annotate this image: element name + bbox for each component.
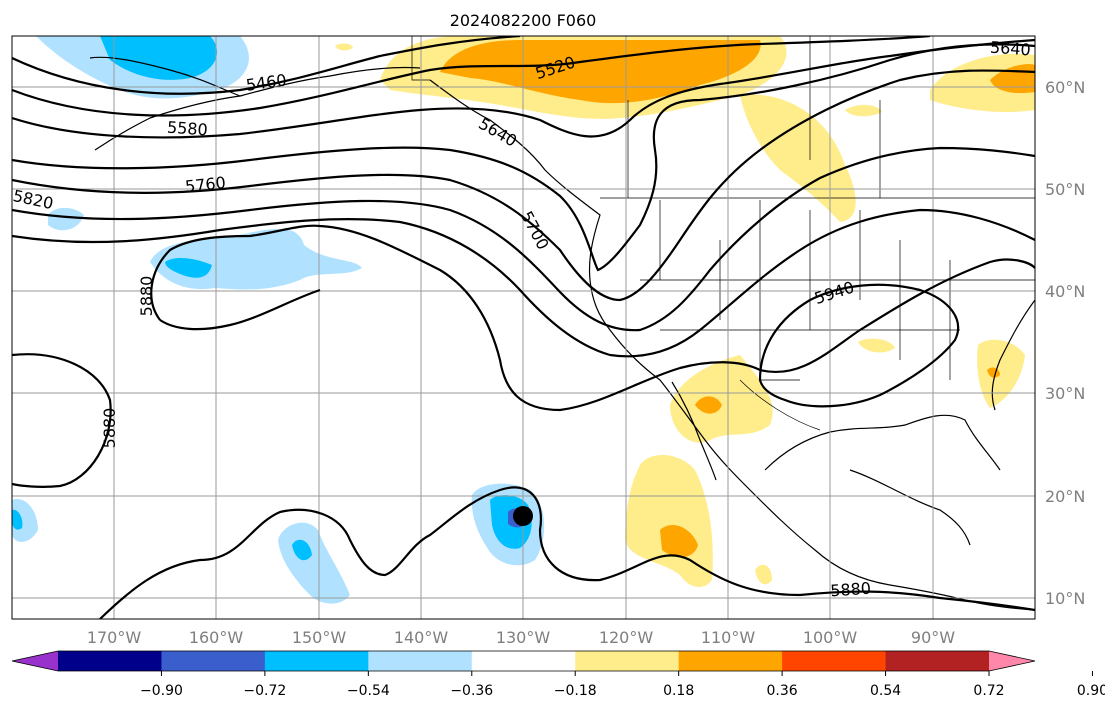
positive-anomaly-baja-core [695,396,722,414]
latitude-label: 50°N [1045,180,1085,199]
colorbar-tick-label: 0.18 [663,683,694,699]
contour-5760 [12,146,1035,332]
longitude-label: 120°W [599,628,654,647]
map-area: 5460 5520 5580 5640 5640 5700 5760 5820 … [12,36,1035,619]
latitude-label: 60°N [1045,78,1085,97]
colorbar-tick-label: 0.54 [870,683,901,699]
colorbar-tick-label: −0.18 [554,683,597,699]
contour-5880-east [150,224,1035,412]
latitude-label: 10°N [1045,589,1085,608]
anomaly-shading [12,36,1035,604]
colorbar-segment [575,651,680,671]
colorbar-tick-label: −0.90 [140,683,183,699]
contour-5880-loop [159,288,321,331]
colorbar-extend-high [989,651,1035,671]
colorbar-segment [161,651,266,671]
colorbar-tick-label: 0.36 [767,683,798,699]
colorbar-tick-label: −0.36 [450,683,493,699]
positive-anomaly-mexico-core [660,525,698,557]
figure-title: 2024082200 F060 [450,11,597,30]
height-contours [12,36,1035,619]
contour-5460 [12,36,521,95]
coastline-baja [671,381,717,481]
colorbar-tick-label: −0.72 [243,683,286,699]
map-frame [11,35,1036,620]
coastline-gulf [764,414,1001,546]
longitude-label: 110°W [701,628,756,647]
longitude-labels: 170°W 160°W 150°W 140°W 130°W 120°W 110°… [87,628,955,647]
contour-label: 5640 [989,38,1031,60]
contour-label: 5760 [184,173,226,196]
longitude-label: 90°W [911,628,955,647]
positive-anomaly-canada [740,94,856,222]
coastline-alaska [89,56,421,151]
contour-label: 5880 [100,408,119,449]
longitude-label: 140°W [394,628,449,647]
colorbar-extend-low [12,651,58,671]
negative-anomaly-bering-core [100,36,218,80]
colorbar-segment [678,651,783,671]
contour-5580 [12,38,1035,139]
storm-center-marker [513,506,533,526]
contour-label: 5880 [137,276,156,317]
contour-label: 5580 [166,118,208,140]
colorbar-segment [58,651,162,671]
latitude-label: 30°N [1045,384,1085,403]
contour-5940 [758,283,960,408]
borders [411,36,1035,431]
colorbar-ticks: −0.90 −0.72 −0.54 −0.36 −0.18 0.18 0.36 0.54 0.7… [140,671,1105,699]
colorbar-tick-label: 0.90 [1077,683,1105,699]
contour-5820 [12,208,1035,358]
longitude-label: 100°W [803,628,858,647]
coastline-pacific-nw [429,79,1035,611]
contour-label: 5880 [830,579,872,601]
latitude-label: 40°N [1045,282,1085,301]
colorbar: −0.90 −0.72 −0.54 −0.36 −0.18 0.18 0.36 0.54 0.7… [11,650,1105,699]
longitude-label: 160°W [189,628,244,647]
colorbar-tick-label: −0.54 [347,683,390,699]
colorbar-segment [885,651,990,671]
longitude-label: 130°W [496,628,551,647]
colorbar-segment [471,651,576,671]
coastline-east [991,299,1035,411]
colorbar-segment [264,651,369,671]
latitude-labels: 60°N 50°N 40°N 30°N 20°N 10°N [1045,78,1085,608]
contour-5640 [12,43,1035,272]
positive-anomaly-florida [977,339,1025,408]
longitude-label: 170°W [87,628,142,647]
positive-anomaly-baja [670,355,773,443]
contour-5520 [12,36,931,117]
colorbar-segment [368,651,473,671]
contour-5880-north [12,353,112,488]
latitude-label: 20°N [1045,487,1085,506]
colorbar-segment [782,651,887,671]
contour-5700 [12,69,1035,302]
colorbar-tick-label: 0.72 [973,683,1004,699]
contour-5880-south [99,486,1035,619]
coastlines [89,56,1035,611]
longitude-label: 150°W [292,628,347,647]
